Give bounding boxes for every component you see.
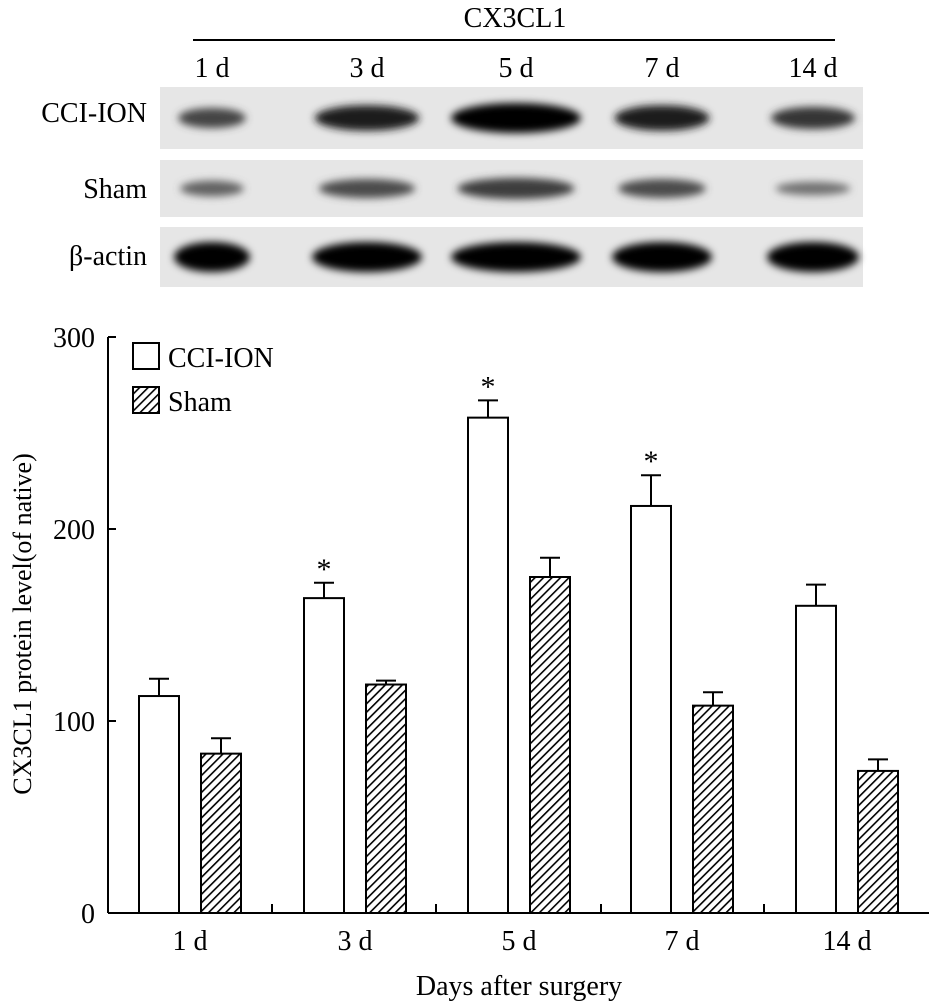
bar-cci-ion	[303, 597, 345, 914]
blot-band	[451, 242, 581, 272]
blot-lane-label: 14 d	[789, 53, 838, 84]
bar-chart: 0 100 200 300 1 d 3 d 5 d 7 d 14 d * * * CCI-ION S…	[8, 323, 929, 1002]
blot-band	[178, 107, 246, 129]
blot-band	[314, 105, 420, 131]
blot-row-label: CCI-ION	[41, 98, 147, 129]
bar-sham	[857, 769, 899, 914]
blot-band	[451, 103, 581, 133]
x-tick-label: 3 d	[338, 926, 373, 957]
y-tick-label: 0	[81, 899, 95, 930]
blot-lane-label: 1 d	[195, 53, 230, 84]
significance-marker: *	[481, 370, 496, 403]
significance-marker: *	[644, 445, 659, 478]
x-axis-label: Days after surgery	[416, 971, 622, 1002]
blot-band	[775, 181, 851, 196]
blot-band	[618, 179, 706, 198]
y-tick-label: 100	[53, 707, 95, 738]
blot-band	[318, 179, 416, 198]
blot-lane-label: 3 d	[350, 53, 385, 84]
blot-band	[180, 180, 244, 197]
blot-band	[612, 242, 712, 272]
blot-band	[457, 177, 575, 200]
blot-lane-label: 7 d	[645, 53, 680, 84]
blot-lane-label: 5 d	[499, 53, 534, 84]
blot-band	[771, 106, 855, 130]
x-tick-label: 7 d	[665, 926, 700, 957]
blot-row-label: Sham	[83, 174, 147, 205]
blot-row-label: β-actin	[69, 241, 147, 272]
blot-band	[174, 242, 250, 272]
x-tick-label: 5 d	[502, 926, 537, 957]
bar-cci-ion	[467, 416, 509, 914]
significance-marker: *	[317, 553, 332, 586]
bar-cci-ion	[795, 604, 837, 914]
legend-label: Sham	[168, 387, 232, 418]
bar-sham	[200, 752, 242, 915]
bar-sham	[529, 576, 571, 914]
legend-label: CCI-ION	[168, 343, 274, 374]
bar-cci-ion	[630, 504, 672, 914]
blot-band	[767, 242, 859, 272]
y-tick-label: 300	[53, 323, 95, 354]
bar-sham	[365, 683, 407, 915]
blot-band	[614, 105, 710, 131]
x-tick-label: 14 d	[823, 926, 872, 957]
x-tick-label: 1 d	[173, 926, 208, 957]
y-axis-label: CX3CL1 protein level(of native)	[8, 453, 37, 795]
legend-swatch-cci-ion	[132, 342, 160, 370]
bar-cci-ion	[138, 695, 180, 914]
legend-swatch-sham	[132, 386, 160, 414]
bar-sham	[692, 704, 734, 915]
western-blot: CX3CL1 1 d 3 d 5 d 7 d 14 d CCI-ION Sham β-act…	[41, 3, 863, 287]
y-tick-label: 200	[53, 515, 95, 546]
blot-header: CX3CL1	[464, 3, 567, 34]
blot-band	[312, 242, 422, 272]
